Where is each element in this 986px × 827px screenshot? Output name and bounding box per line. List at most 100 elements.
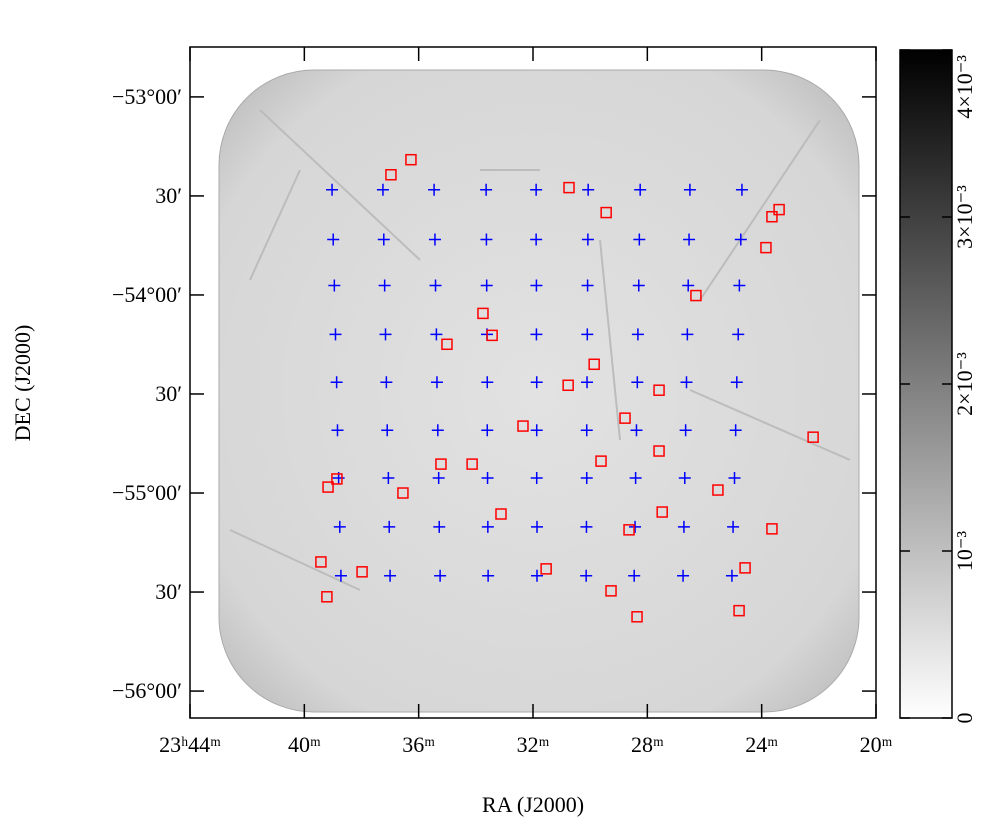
pointing-marker: [629, 471, 642, 484]
pointing-marker: [734, 233, 747, 246]
source-marker: [540, 563, 552, 575]
y-tick-label: −55°00′: [112, 480, 182, 505]
y-tick-label: 30′: [155, 381, 182, 406]
pointing-marker: [379, 328, 392, 341]
source-marker: [807, 431, 819, 443]
pointing-marker: [530, 233, 543, 246]
source-marker: [466, 458, 478, 470]
colorbar-tick-label: 10⁻³: [952, 530, 977, 571]
pointing-marker: [428, 233, 441, 246]
y-tick-label: −53°00′: [112, 84, 182, 109]
source-marker: [331, 473, 343, 485]
pointing-marker: [580, 520, 593, 533]
pointing-marker: [725, 569, 738, 582]
source-marker: [405, 153, 417, 166]
pointing-marker: [326, 183, 339, 196]
pointing-marker: [581, 328, 594, 341]
source-marker: [435, 458, 447, 470]
colorbar-tick-label: 4×10⁻³: [952, 55, 977, 119]
source-marker: [656, 506, 668, 518]
x-tick-label: 20ᵐ: [860, 732, 893, 757]
x-tick-label: 32ᵐ: [517, 732, 550, 757]
x-tick-label: 28ᵐ: [631, 732, 664, 757]
pointing-marker: [327, 233, 340, 246]
source-marker: [690, 289, 702, 302]
pointing-marker: [530, 328, 543, 341]
source-marker: [653, 384, 665, 396]
source-marker: [600, 206, 612, 219]
pointing-marker: [727, 520, 740, 533]
source-marker: [486, 329, 498, 342]
pointing-marker: [682, 279, 695, 292]
pointing-marker: [628, 569, 641, 582]
source-marker: [739, 562, 751, 574]
pointing-marker: [729, 424, 742, 437]
pointing-marker: [531, 569, 544, 582]
pointing-marker: [383, 520, 396, 533]
pointing-marker: [382, 471, 395, 484]
source-marker: [595, 455, 607, 467]
source-marker: [563, 181, 575, 194]
pointing-marker: [329, 328, 342, 341]
source-marker: [495, 508, 507, 520]
pointing-marker: [333, 520, 346, 533]
pointing-marker: [530, 279, 543, 292]
y-tick-label: −54°00′: [112, 282, 182, 307]
colorbar-tick-label: 3×10⁻³: [952, 185, 977, 249]
pointing-marker: [431, 424, 444, 437]
y-tick-label: 30′: [155, 579, 182, 604]
pointing-marker: [480, 279, 493, 292]
source-marker: [733, 604, 745, 617]
pointing-marker: [331, 424, 344, 437]
pointing-marker: [530, 471, 543, 484]
source-marker: [712, 484, 724, 496]
x-axis-label: RA (J2000): [482, 792, 584, 817]
x-tick-label: 36ᵐ: [402, 732, 435, 757]
source-marker: [441, 338, 453, 351]
pointing-marker: [430, 376, 443, 389]
pointing-marker: [683, 183, 696, 196]
source-marker: [653, 445, 665, 457]
pointing-marker: [481, 376, 494, 389]
source-marker: [631, 611, 643, 623]
source-marker: [397, 487, 409, 499]
source-marker: [623, 524, 635, 536]
pointing-marker: [679, 424, 692, 437]
pointing-marker: [482, 569, 495, 582]
source-marker: [766, 210, 778, 223]
pointing-marker: [434, 569, 447, 582]
pointing-marker: [481, 424, 494, 437]
pointing-marker: [376, 183, 389, 196]
source-marker: [766, 523, 778, 535]
pointing-marker: [384, 569, 397, 582]
pointing-marker: [732, 328, 745, 341]
source-marker: [321, 591, 333, 603]
colorbar-tick-label: 0: [952, 713, 977, 724]
pointing-marker: [330, 376, 343, 389]
pointing-marker: [634, 183, 647, 196]
pointing-marker: [480, 233, 493, 246]
source-marker: [588, 358, 600, 371]
pointing-marker: [581, 233, 594, 246]
pointing-marker: [631, 328, 644, 341]
pointing-marker: [630, 424, 643, 437]
pointing-marker: [381, 424, 394, 437]
pointing-marker: [432, 471, 445, 484]
pointing-marker: [480, 183, 493, 196]
pointing-marker: [531, 520, 544, 533]
pointing-marker: [481, 471, 494, 484]
source-marker: [605, 585, 617, 597]
pointing-marker: [632, 279, 645, 292]
source-marker: [517, 420, 529, 432]
x-tick-label: 24ᵐ: [745, 732, 778, 757]
source-marker: [562, 379, 574, 392]
pointing-marker: [429, 279, 442, 292]
pointing-marker: [733, 279, 746, 292]
y-tick-label: 30′: [155, 183, 182, 208]
pointing-marker: [680, 376, 693, 389]
pointing-marker: [730, 376, 743, 389]
pointing-marker: [433, 520, 446, 533]
pointing-marker: [530, 376, 543, 389]
